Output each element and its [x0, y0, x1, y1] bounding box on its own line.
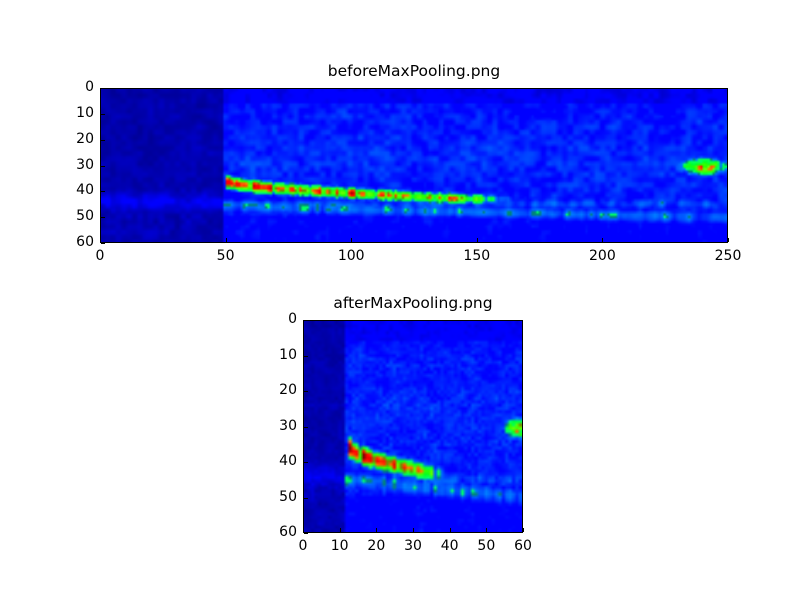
y-tick-label: 30 — [76, 156, 94, 173]
x-tick-mark — [602, 238, 603, 242]
y-tick-mark — [304, 391, 308, 392]
y-tick-mark — [304, 427, 308, 428]
y-tick-label: 50 — [76, 208, 94, 225]
x-tick-label: 20 — [367, 538, 386, 554]
x-tick-mark — [376, 528, 377, 532]
x-tick-mark — [351, 238, 352, 242]
x-tick-mark — [450, 528, 451, 532]
x-tick-label: 60 — [514, 538, 532, 554]
y-tick-label: 10 — [279, 346, 297, 363]
x-tick-label: 50 — [216, 248, 235, 264]
x-tick-mark — [340, 528, 341, 532]
panel-title-after: afterMaxPooling.png — [333, 294, 493, 312]
x-tick-mark — [413, 528, 414, 532]
x-tick-label: 250 — [714, 248, 742, 264]
heatmap-canvas-after — [304, 321, 522, 532]
y-tick-mark — [101, 217, 105, 218]
x-tick-mark — [477, 238, 478, 242]
y-tick-label: 60 — [76, 234, 94, 250]
x-tick-mark — [303, 528, 304, 532]
heatmap-before-max-pooling — [100, 88, 728, 243]
y-tick-label: 30 — [279, 417, 297, 434]
x-tick-label: 200 — [589, 248, 616, 264]
x-tick-mark — [100, 238, 101, 242]
x-tick-label: 100 — [337, 248, 365, 264]
heatmap-canvas-before — [101, 89, 727, 242]
y-tick-label: 0 — [288, 311, 297, 327]
y-tick-label: 40 — [279, 453, 297, 469]
y-tick-mark — [101, 114, 105, 115]
y-tick-mark — [304, 320, 308, 321]
x-tick-mark — [523, 528, 524, 532]
x-tick-label: 150 — [463, 248, 491, 264]
x-tick-label: 50 — [477, 538, 496, 554]
x-tick-label: 10 — [330, 538, 349, 554]
y-tick-mark — [304, 533, 308, 534]
x-tick-mark — [226, 238, 227, 242]
x-tick-label: 30 — [404, 538, 422, 554]
x-tick-label: 0 — [95, 248, 105, 264]
y-tick-mark — [304, 462, 308, 463]
y-tick-mark — [304, 356, 308, 357]
x-tick-label: 0 — [298, 538, 308, 554]
y-tick-mark — [101, 166, 105, 167]
y-tick-mark — [304, 498, 308, 499]
y-tick-mark — [101, 243, 105, 244]
y-tick-mark — [101, 191, 105, 192]
panel-title-before: beforeMaxPooling.png — [327, 62, 501, 80]
x-tick-mark — [486, 528, 487, 532]
heatmap-after-max-pooling — [303, 320, 523, 533]
y-tick-label: 20 — [279, 382, 297, 398]
y-tick-label: 40 — [76, 182, 94, 199]
y-tick-mark — [101, 140, 105, 141]
y-tick-label: 10 — [76, 104, 94, 121]
y-tick-label: 60 — [279, 524, 297, 540]
y-tick-mark — [101, 88, 105, 89]
y-tick-label: 20 — [76, 130, 94, 147]
y-tick-label: 50 — [279, 488, 297, 505]
x-tick-label: 40 — [440, 538, 459, 554]
x-tick-mark — [728, 238, 729, 242]
y-tick-label: 0 — [85, 79, 94, 95]
